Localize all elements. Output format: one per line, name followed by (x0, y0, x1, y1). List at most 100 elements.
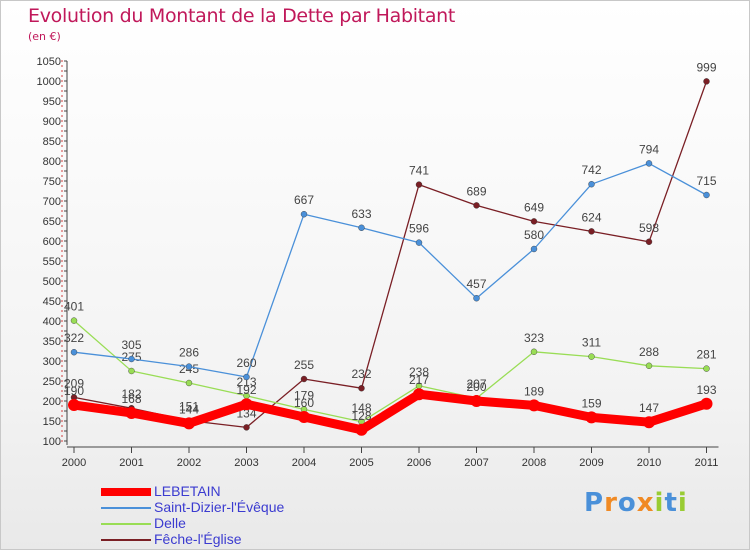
data-label-2: 311 (582, 336, 601, 350)
y-tick-label: 950 (43, 96, 61, 108)
legend-label-delle: Delle (154, 515, 186, 531)
y-tick-label: 1000 (37, 76, 61, 88)
data-point-0 (240, 398, 253, 411)
data-label-0: 217 (409, 373, 429, 387)
y-tick-label: 1050 (37, 56, 61, 68)
data-point-3 (703, 78, 710, 85)
y-tick-label: 600 (43, 236, 61, 248)
data-label-1: 286 (179, 346, 199, 360)
data-point-1 (473, 295, 480, 302)
logo-letter: r (604, 488, 618, 518)
data-label-0: 168 (121, 392, 141, 406)
y-tick-label: 100 (43, 436, 61, 448)
data-label-3: 151 (179, 400, 199, 414)
data-label-3: 741 (409, 164, 429, 178)
data-label-3: 209 (64, 376, 84, 390)
data-label-1: 794 (639, 142, 659, 156)
y-tick-label: 750 (43, 176, 61, 188)
logo-letter: i (677, 488, 688, 518)
y-tick-label: 550 (43, 256, 61, 268)
data-point-3 (300, 375, 308, 383)
series-line-3 (73, 80, 708, 429)
data-label-1: 457 (466, 277, 486, 291)
data-point-3 (645, 238, 653, 246)
data-point-1 (588, 180, 595, 188)
legend-swatch-saint-dizier (101, 507, 151, 509)
y-tick-label: 900 (43, 116, 61, 128)
data-point-3 (530, 218, 538, 225)
x-tick-label: 2005 (349, 457, 373, 469)
data-label-0: 160 (294, 396, 314, 410)
data-label-2: 207 (466, 377, 486, 391)
x-tick-label: 2006 (407, 457, 431, 469)
data-label-3: 182 (121, 387, 141, 401)
legend-label-feche: Fêche-l'Église (154, 531, 242, 547)
y-tick-label: 400 (43, 316, 61, 328)
y-tick-label: 850 (43, 136, 61, 148)
data-label-1: 260 (236, 356, 256, 370)
y-tick-label: 200 (43, 396, 61, 408)
data-label-0: 159 (581, 396, 601, 410)
data-label-3: 255 (294, 358, 314, 372)
x-tick-label: 2002 (177, 457, 201, 469)
data-label-0: 190 (64, 384, 84, 398)
data-label-2: 148 (351, 401, 371, 415)
data-label-3: 232 (351, 367, 371, 381)
data-point-1 (645, 160, 653, 167)
data-point-1 (530, 245, 538, 253)
data-label-3: 598 (639, 221, 659, 235)
data-label-2: 323 (524, 331, 544, 345)
data-label-1: 580 (524, 228, 544, 242)
data-point-0 (528, 399, 540, 412)
data-label-1: 305 (121, 338, 141, 352)
data-point-2 (703, 365, 710, 372)
y-tick-label: 300 (43, 356, 61, 368)
series-line-2 (73, 319, 708, 423)
data-point-0 (68, 399, 80, 411)
data-label-2: 288 (639, 345, 659, 359)
data-label-0: 144 (179, 402, 199, 416)
data-point-2 (70, 317, 78, 324)
legend-label-lebetain: LEBETAIN (154, 483, 221, 499)
data-point-3 (243, 424, 250, 431)
y-tick-label: 450 (43, 296, 61, 308)
data-point-0 (643, 416, 655, 429)
data-point-2 (588, 353, 595, 360)
series-line-0 (69, 389, 711, 435)
data-label-0: 192 (236, 383, 256, 397)
y-tick-label: 650 (43, 216, 61, 228)
data-point-1 (243, 373, 250, 381)
data-point-2 (128, 367, 135, 375)
data-point-0 (700, 397, 713, 410)
data-label-0: 147 (639, 401, 659, 415)
x-tick-label: 2009 (579, 457, 603, 469)
legend-swatch-feche (101, 539, 151, 541)
data-label-3: 689 (466, 184, 486, 198)
y-tick-label: 800 (43, 156, 61, 168)
y-tick-label: 150 (43, 416, 61, 428)
data-point-0 (355, 423, 368, 436)
data-point-3 (588, 228, 595, 235)
data-label-1: 596 (409, 222, 429, 236)
logo-letter: x (636, 488, 655, 518)
x-tick-label: 2000 (62, 457, 86, 469)
y-tick-label: 250 (43, 376, 61, 388)
x-tick-label: 2004 (292, 457, 316, 469)
x-tick-label: 2010 (637, 457, 661, 469)
legend-label-saint-dizier: Saint-Dizier-l'Évêque (154, 499, 285, 515)
proxiti-logo: Proxiti (584, 488, 688, 518)
data-point-1 (70, 349, 78, 356)
data-point-0 (470, 395, 483, 407)
y-tick-label: 700 (43, 196, 61, 208)
series-line-1 (73, 162, 708, 378)
data-point-1 (358, 224, 365, 232)
data-point-0 (413, 388, 425, 401)
legend-swatch-lebetain (101, 488, 151, 496)
data-label-0: 200 (466, 380, 486, 394)
chart-title: Evolution du Montant de la Dette par Hab… (28, 5, 456, 27)
data-label-0: 189 (524, 384, 544, 398)
x-tick-label: 2011 (695, 457, 719, 469)
data-label-1: 322 (64, 331, 84, 345)
